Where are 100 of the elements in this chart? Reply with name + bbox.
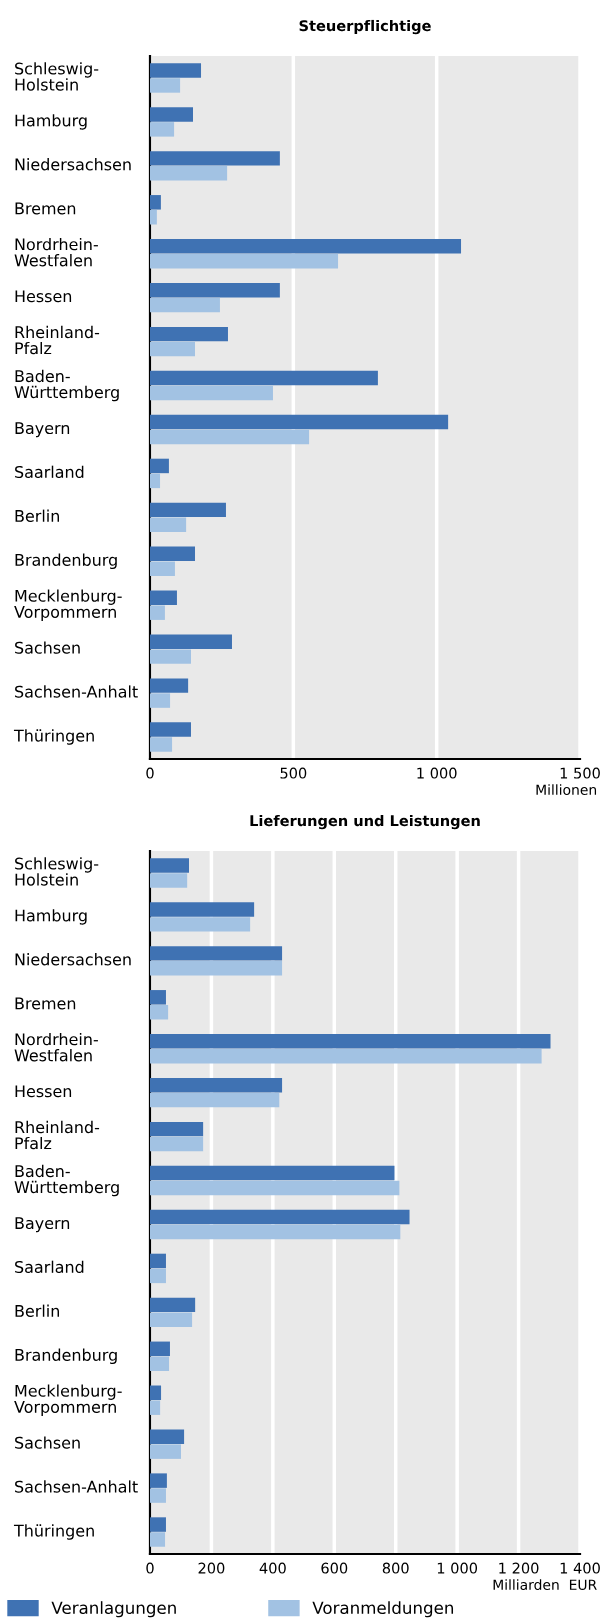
bar bbox=[150, 370, 378, 386]
x-tick-label: 0 bbox=[146, 767, 154, 779]
bar bbox=[150, 517, 187, 533]
bar bbox=[150, 1209, 410, 1225]
x-tick-label: 1 000 bbox=[417, 767, 457, 779]
bar bbox=[150, 78, 181, 93]
bar bbox=[150, 107, 193, 122]
bar bbox=[150, 1048, 542, 1064]
bar bbox=[150, 858, 190, 873]
y-tick-label: Niedersachsen bbox=[15, 953, 131, 966]
bar bbox=[150, 210, 157, 225]
x-tick-label: 1 000 bbox=[437, 1562, 478, 1574]
bar bbox=[150, 1385, 162, 1400]
bar bbox=[150, 1356, 170, 1371]
y-tick-label: Mecklenburg- Vorpommern bbox=[14, 1384, 122, 1416]
bar bbox=[150, 917, 251, 932]
bar bbox=[150, 546, 196, 562]
bar bbox=[150, 282, 280, 298]
bar bbox=[150, 458, 169, 474]
bar bbox=[150, 649, 191, 664]
chart-title: Lieferungen und Leistungen bbox=[250, 814, 480, 830]
y-tick-label: Bayern bbox=[15, 422, 70, 438]
bar bbox=[150, 239, 462, 254]
y-tick-label: Baden- Württemberg bbox=[14, 369, 119, 402]
bar bbox=[150, 473, 161, 489]
bar bbox=[150, 1253, 166, 1269]
bar bbox=[150, 1268, 166, 1284]
bar bbox=[150, 1341, 170, 1357]
bar bbox=[150, 414, 449, 430]
y-tick-label: Nordrhein- Westfalen bbox=[14, 237, 98, 267]
bar bbox=[150, 722, 191, 737]
y-tick-label: Mecklenburg- Vorpommern bbox=[14, 589, 122, 621]
bar bbox=[150, 502, 226, 518]
bar bbox=[150, 1532, 166, 1547]
y-tick-label: Berlin bbox=[15, 1304, 59, 1317]
y-tick-label: Bremen bbox=[15, 202, 76, 215]
y-tick-label: Schleswig- Holstein bbox=[15, 62, 99, 91]
y-tick-label: Baden- Württemberg bbox=[14, 1164, 119, 1197]
x-tick-label: 800 bbox=[382, 1562, 409, 1574]
bar bbox=[150, 1092, 280, 1108]
bar bbox=[150, 1077, 283, 1093]
bar bbox=[150, 902, 255, 917]
x-tick-label: 200 bbox=[198, 1562, 225, 1574]
y-tick-label: Nordrhein- Westfalen bbox=[14, 1032, 98, 1062]
bar bbox=[150, 1400, 161, 1415]
y-tick-label: Hamburg bbox=[15, 114, 87, 130]
x-tick-label: 1 200 bbox=[499, 1562, 539, 1574]
bar bbox=[150, 1121, 204, 1137]
bar bbox=[150, 1473, 167, 1488]
bar bbox=[150, 385, 273, 401]
y-tick-label: Brandenburg bbox=[15, 553, 117, 570]
bar bbox=[150, 1517, 166, 1532]
bar bbox=[150, 1312, 193, 1328]
bar bbox=[150, 151, 280, 166]
bar bbox=[150, 297, 220, 313]
bar bbox=[150, 990, 166, 1005]
bar bbox=[150, 253, 339, 269]
bar bbox=[150, 1034, 551, 1049]
bar bbox=[150, 873, 188, 888]
x-tick-label: 500 bbox=[280, 767, 307, 779]
bar bbox=[150, 1180, 400, 1196]
y-tick-label: Rheinland- Pfalz bbox=[15, 325, 100, 355]
y-tick-label: Sachsen-Anhalt bbox=[15, 1480, 138, 1493]
bar bbox=[150, 1297, 196, 1313]
bar bbox=[150, 1224, 401, 1240]
x-tick-label: 600 bbox=[321, 1562, 348, 1574]
x-tick-label: 400 bbox=[259, 1562, 286, 1574]
y-tick-label: Thüringen bbox=[13, 729, 94, 745]
bar bbox=[150, 590, 177, 605]
chart-title: Steuerpflichtige bbox=[299, 19, 431, 35]
legend-label: Veranlagungen bbox=[51, 1601, 176, 1618]
bar bbox=[150, 946, 283, 961]
y-tick-label: Saarland bbox=[15, 465, 84, 479]
bar bbox=[150, 561, 175, 576]
x-axis-title: Milliarden EUR bbox=[493, 1579, 597, 1590]
bar bbox=[150, 326, 228, 342]
y-tick-label: Hessen bbox=[15, 290, 72, 303]
bar bbox=[150, 122, 175, 137]
y-tick-label: Sachsen-Anhalt bbox=[15, 685, 138, 698]
bar bbox=[150, 737, 173, 752]
y-tick-label: Niedersachsen bbox=[15, 158, 131, 171]
bar bbox=[150, 1488, 166, 1503]
bar bbox=[150, 195, 161, 210]
x-tick-label: 0 bbox=[146, 1562, 154, 1574]
bar bbox=[150, 1165, 395, 1181]
bar bbox=[150, 961, 283, 976]
x-axis-title: Millionen bbox=[536, 784, 597, 795]
bar bbox=[150, 634, 232, 649]
bar bbox=[150, 166, 228, 181]
y-tick-label: Schleswig- Holstein bbox=[15, 857, 99, 886]
y-tick-label: Brandenburg bbox=[15, 1348, 117, 1365]
y-tick-label: Sachsen bbox=[15, 641, 80, 654]
y-tick-label: Berlin bbox=[15, 509, 59, 522]
bar bbox=[150, 678, 189, 693]
bar bbox=[150, 1429, 185, 1444]
y-tick-label: Hamburg bbox=[15, 909, 87, 925]
y-tick-label: Bremen bbox=[15, 997, 76, 1010]
bar bbox=[150, 1136, 204, 1152]
y-tick-label: Rheinland- Pfalz bbox=[15, 1120, 100, 1150]
bar bbox=[150, 693, 171, 708]
